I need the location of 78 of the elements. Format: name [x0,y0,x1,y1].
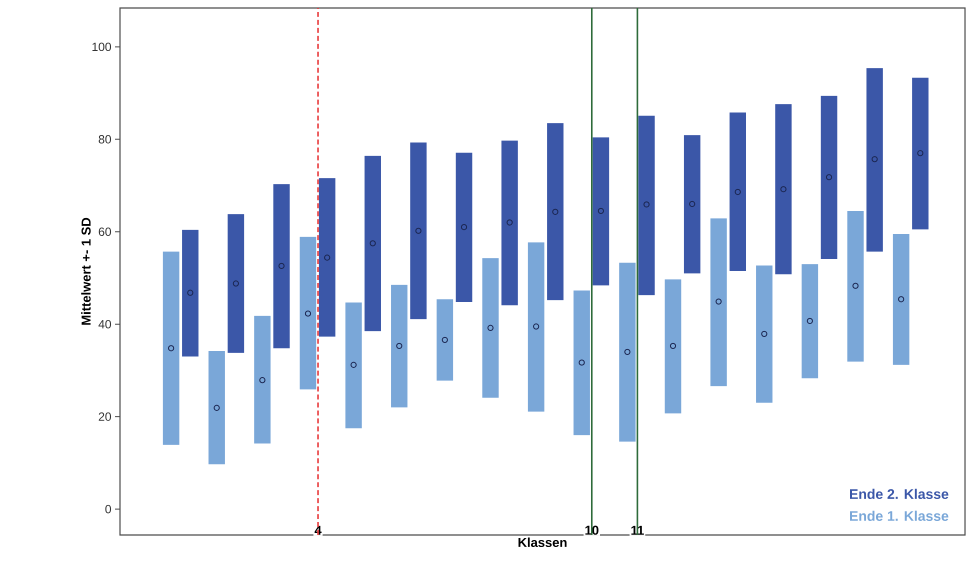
bar [574,290,590,436]
bar [208,351,225,464]
y-tick-label: 0 [105,504,112,514]
bar [592,137,610,286]
bar [866,68,883,252]
point [826,174,832,180]
bar [528,242,544,412]
point [506,219,513,226]
point [415,228,422,234]
bar [364,156,381,332]
bar [410,142,427,320]
bar [482,258,499,398]
bar [847,210,864,362]
point [324,254,330,261]
point [780,186,787,192]
point [689,200,696,208]
point [872,156,878,162]
bar [730,112,746,272]
y-tick-label: 40 [98,320,112,328]
x-axis-title: Klassen [518,538,567,548]
point [460,224,468,230]
bar [345,302,362,428]
bar [300,236,316,390]
bar [162,252,180,445]
bar [684,135,700,274]
point [552,208,558,215]
point [259,377,266,384]
point [278,262,285,270]
point [370,240,376,246]
y-tick-label: 80 [98,135,112,144]
point [304,310,312,317]
point [578,359,585,366]
bar [802,264,818,378]
bar [501,140,518,306]
point [761,330,768,337]
bar [710,218,727,386]
text: Ende 2. Klasse [850,488,948,500]
y-tick-label: 100 [92,42,112,52]
bar [638,116,655,296]
bar [912,78,929,230]
point [917,150,924,156]
y-axis-title: Mittelwert +- 1 SD [81,218,91,325]
point [396,342,402,350]
point [598,208,604,214]
bar [273,184,290,348]
point [442,336,448,344]
bar [318,178,336,337]
point [898,296,904,302]
bar [436,299,454,381]
point [806,318,813,324]
y-tick-label: 20 [98,412,112,421]
point [716,298,722,305]
point [187,290,194,296]
bar [756,265,772,403]
bar [456,152,472,302]
point [487,324,494,331]
point [533,323,540,330]
point [350,362,357,368]
point [643,201,650,208]
point [168,345,174,352]
y-tick-label: 60 [98,228,112,236]
bar [892,234,910,365]
point [624,348,630,356]
bar [391,284,408,408]
point [670,342,676,350]
bar [228,214,244,353]
bar [182,230,198,357]
bar [664,279,682,414]
bar [820,96,838,260]
point [734,188,741,196]
point [852,282,859,289]
bar [775,104,792,274]
bar [547,123,564,300]
point [232,280,239,287]
point [214,404,220,411]
bar [619,262,636,442]
text: Ende 1. Klasse [850,510,948,521]
bar [254,316,271,444]
